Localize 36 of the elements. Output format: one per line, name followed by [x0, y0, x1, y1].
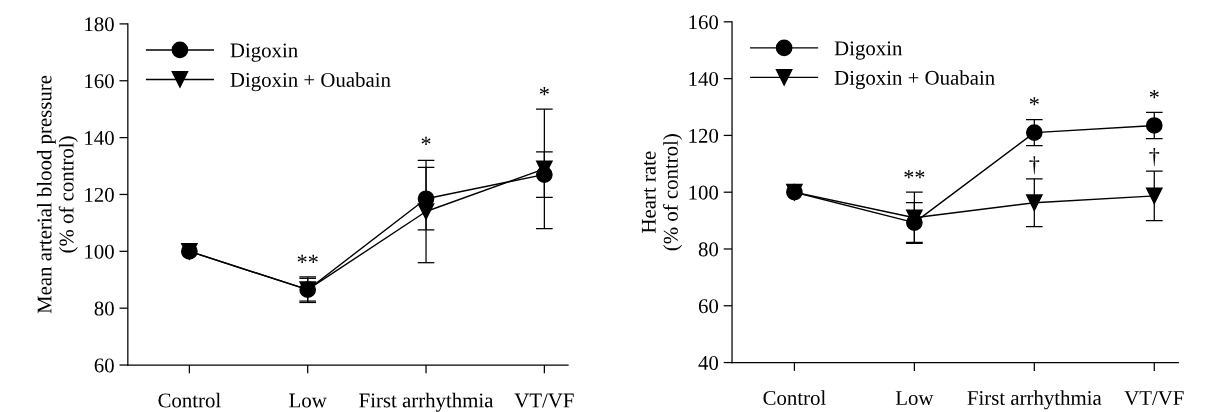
legend-label: Digoxin	[834, 41, 903, 60]
x-tick-label: Low	[289, 393, 327, 408]
x-tick-label: First arrhythmia	[359, 392, 494, 412]
y-tick-label: 140	[689, 72, 719, 87]
y-tick-label: 100	[689, 185, 719, 200]
x-tick-label: Control	[158, 392, 221, 408]
y-tick-label: 60	[698, 299, 719, 314]
y-tick-label: 160	[689, 15, 719, 30]
y-tick-label: 100	[85, 244, 114, 259]
y-tick-label: 160	[85, 74, 114, 89]
y-tick-label: 120	[689, 128, 719, 143]
y-tick-label: 140	[85, 130, 114, 146]
y-tick-label: 80	[698, 242, 719, 257]
annotation: †	[1029, 156, 1040, 175]
y-axis-title: Mean arterial blood pressure (% of control)	[36, 75, 78, 314]
legend-label: Digoxin + Ouabain	[230, 72, 391, 92]
y-tick-label: 60	[94, 358, 114, 373]
y-tick-label: 180	[85, 17, 114, 32]
y-tick-label: 80	[94, 301, 114, 316]
legend-label: Digoxin	[230, 43, 298, 62]
x-tick-label: Control	[763, 390, 826, 405]
legend-label: Digoxin + Ouabain	[834, 70, 995, 90]
x-tick-label: Low	[895, 391, 934, 405]
annotation: *	[1149, 90, 1159, 99]
annotation: **	[297, 254, 318, 263]
annotation: *	[1029, 97, 1039, 106]
x-tick-label: VT/VF	[514, 393, 574, 408]
y-axis-title: Heart rate (% of control)	[641, 134, 683, 251]
annotation: †	[1149, 147, 1160, 166]
x-tick-label: VT/VF	[1124, 391, 1184, 406]
annotation: *	[539, 87, 549, 96]
annotation: *	[421, 136, 431, 146]
y-tick-label: 40	[698, 355, 719, 370]
annotation: **	[904, 170, 925, 179]
x-tick-label: First arrhythmia	[967, 390, 1102, 410]
y-tick-label: 120	[85, 187, 114, 202]
